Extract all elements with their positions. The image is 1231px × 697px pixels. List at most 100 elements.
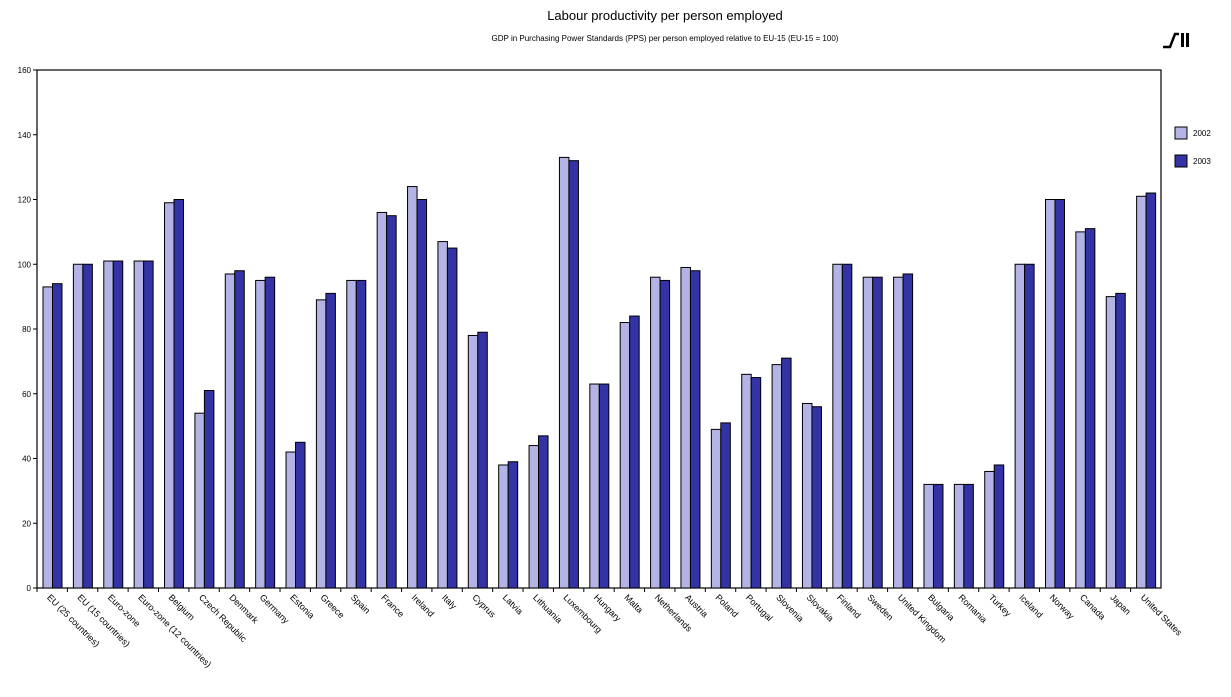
x-tick-label: Norway <box>1048 592 1077 621</box>
legend-swatch-2002 <box>1174 126 1188 140</box>
bar-2002 <box>72 263 84 589</box>
bar-2002 <box>801 402 813 589</box>
bar-2003 <box>143 260 154 589</box>
bar-2003 <box>841 263 853 589</box>
bar-2003 <box>811 406 822 589</box>
bar-2003 <box>386 215 397 589</box>
x-tick-label: Poland <box>713 592 740 619</box>
bar-2002 <box>832 263 843 589</box>
bar-2002 <box>680 266 691 589</box>
x-tick-label: Estonia <box>288 592 316 620</box>
bar-2003 <box>1145 192 1157 589</box>
x-tick-label: Romania <box>956 592 989 625</box>
bar-2003 <box>446 247 458 589</box>
bar-2003 <box>264 276 276 589</box>
bar-2002 <box>528 445 540 589</box>
y-tick-label: 100 <box>18 260 32 269</box>
bar-2003 <box>1115 292 1126 589</box>
bar-2002 <box>1105 296 1117 589</box>
y-tick-label: 20 <box>22 519 31 528</box>
y-tick-label: 60 <box>22 390 31 399</box>
logo-icon <box>1163 32 1189 49</box>
x-tick-label: Italy <box>440 592 459 611</box>
bar-2002 <box>376 211 388 589</box>
bar-2003 <box>720 422 731 589</box>
bar-2003 <box>355 279 367 589</box>
legend-swatch-2003 <box>1174 154 1188 168</box>
x-tick-label: Iceland <box>1017 592 1045 620</box>
bar-2002 <box>589 383 600 589</box>
bar-2002 <box>771 364 783 589</box>
bar-2003 <box>1084 228 1096 589</box>
bar-2002 <box>407 186 418 589</box>
bar-2002 <box>619 322 631 589</box>
bar-2003 <box>234 270 245 589</box>
y-tick-label: 120 <box>18 196 32 205</box>
bar-2002 <box>133 260 145 589</box>
bars-group <box>42 156 1157 589</box>
bar-2002 <box>741 373 752 589</box>
bar-2002 <box>467 334 479 589</box>
bar-2003 <box>173 199 185 589</box>
bar-2002 <box>42 286 53 589</box>
legend-label-2003: 2003 <box>1193 157 1211 166</box>
x-tick-label: Spain <box>349 592 372 615</box>
x-tick-label: Slovakia <box>805 592 836 623</box>
bar-2003 <box>993 464 1005 589</box>
bar-2003 <box>750 377 762 589</box>
bar-2002 <box>1014 263 1026 589</box>
bar-2002 <box>558 156 570 589</box>
bar-2003 <box>538 435 549 589</box>
bar-2003 <box>295 441 306 589</box>
bar-2003 <box>325 292 336 589</box>
x-tick-label: Finland <box>835 592 863 620</box>
bar-2003 <box>963 483 974 589</box>
bar-2002 <box>862 276 874 589</box>
y-tick-label: 80 <box>22 325 31 334</box>
bar-2002 <box>984 470 995 589</box>
bar-2003 <box>629 315 640 589</box>
y-tick-label: 140 <box>18 131 32 140</box>
bar-2002 <box>1075 231 1086 589</box>
bar-2002 <box>164 202 175 589</box>
bar-2003 <box>1024 263 1035 589</box>
bar-2002 <box>255 279 266 589</box>
bar-2002 <box>437 241 448 589</box>
bar-2003 <box>568 160 579 589</box>
x-tick-label: Slovenia <box>774 592 805 623</box>
x-tick-label: EU (25 countries) <box>45 592 102 649</box>
bar-2003 <box>872 276 883 589</box>
bar-2002 <box>1044 199 1056 589</box>
x-tick-label: Bulgaria <box>926 592 956 622</box>
x-tick-label: Japan <box>1108 592 1132 616</box>
bar-2003 <box>52 283 63 589</box>
bar-2002 <box>650 276 661 589</box>
y-tick-label: 40 <box>22 455 31 464</box>
x-tick-label: United States <box>1139 592 1185 638</box>
x-tick-label: Cyprus <box>470 592 498 620</box>
category-labels: EU (25 countries)EU (15 countries)Euro-z… <box>45 592 1184 669</box>
x-tick-label: Malta <box>622 592 645 615</box>
bar-2003 <box>477 331 488 589</box>
bar-2003 <box>82 263 93 589</box>
bar-2002 <box>315 299 327 589</box>
bar-2003 <box>659 279 671 589</box>
bar-2002 <box>1136 195 1147 589</box>
bar-2002 <box>194 412 205 589</box>
y-tick-label: 160 <box>18 66 32 75</box>
x-tick-label: Ireland <box>410 592 437 619</box>
bar-2002 <box>285 451 297 589</box>
bar-2002 <box>953 483 965 589</box>
x-tick-label: Greece <box>318 592 346 620</box>
x-tick-label: Lithuania <box>531 592 564 625</box>
x-tick-label: EU (15 countries) <box>75 592 132 649</box>
bar-2002 <box>923 483 934 589</box>
chart-title: Labour productivity per person employed <box>547 8 783 23</box>
x-tick-label: Germany <box>258 592 292 626</box>
bar-2003 <box>112 260 124 589</box>
bar-2002 <box>103 260 114 589</box>
bar-2003 <box>902 273 914 589</box>
x-tick-label: Canada <box>1078 592 1107 621</box>
legend: 2002 2003 <box>1174 126 1211 168</box>
